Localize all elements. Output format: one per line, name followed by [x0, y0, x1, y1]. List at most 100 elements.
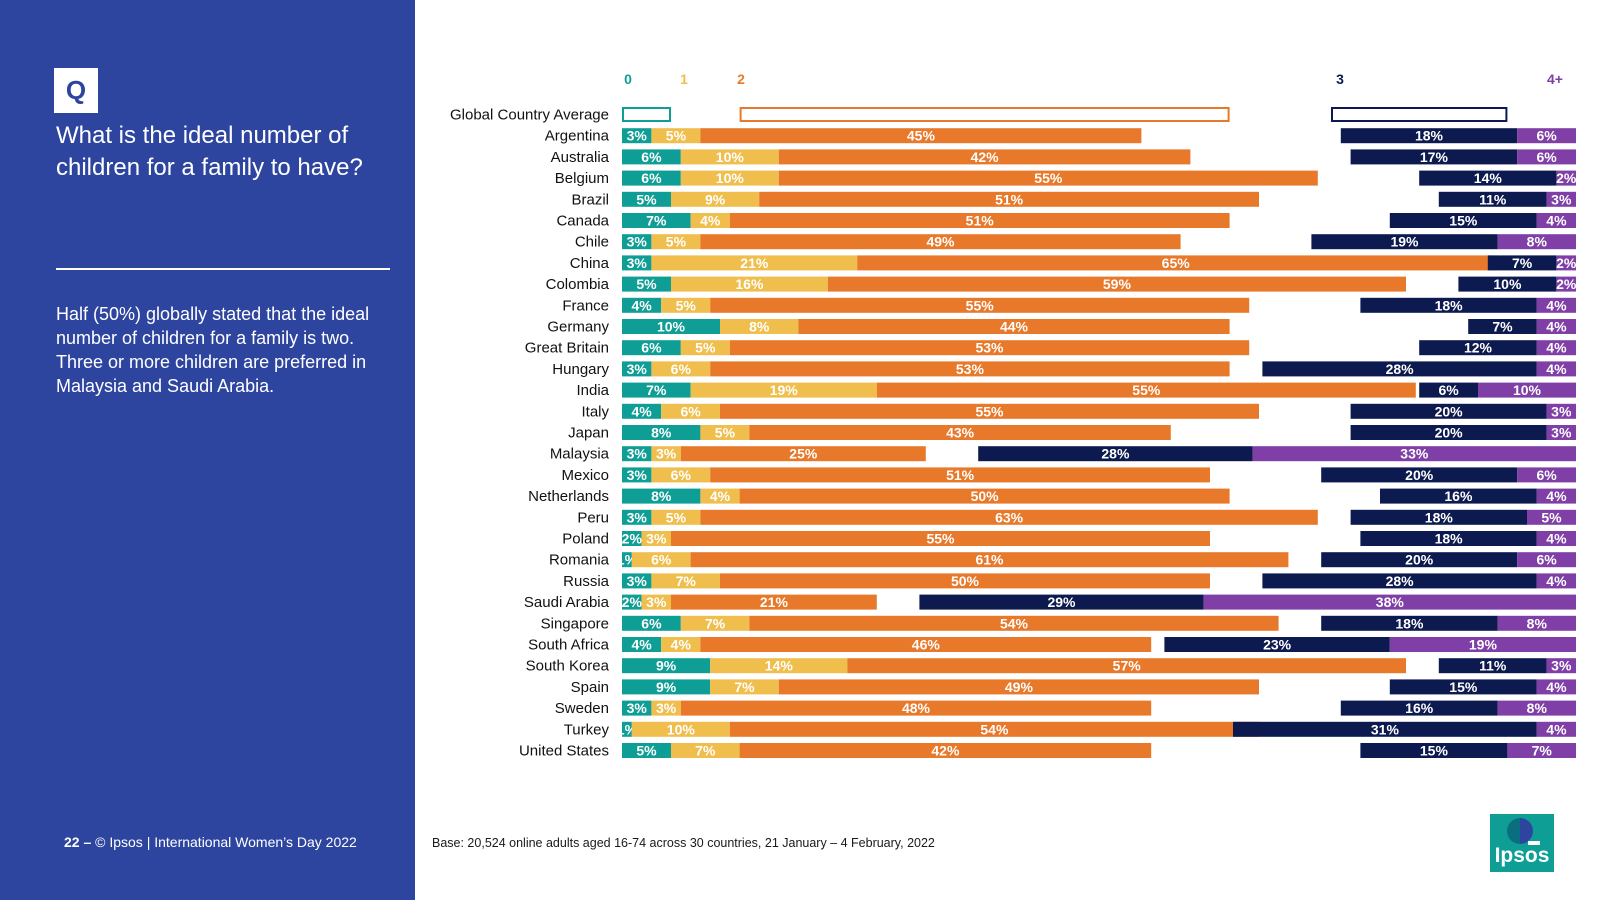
bar-segment: [1536, 319, 1576, 334]
category-label: United States: [519, 743, 609, 760]
data-label: 20%: [1405, 467, 1434, 483]
ipsos-logo: Ipsos: [1490, 814, 1554, 872]
bar-segment: [651, 361, 711, 377]
data-label: 8%: [651, 488, 672, 504]
page-number: 22 –: [64, 834, 92, 850]
category-label: China: [570, 255, 610, 272]
legend-label-0: 0: [624, 71, 632, 87]
data-label: 3%: [627, 700, 648, 716]
data-label: 28%: [1101, 446, 1130, 462]
bar-segment: [622, 531, 642, 546]
bar-segment: [1233, 721, 1537, 737]
data-label: 50%: [951, 573, 980, 589]
bar-segment: [739, 488, 1230, 504]
bar-segment: [622, 679, 711, 695]
legend-label-1: 1: [680, 71, 688, 87]
data-label: 6%: [1536, 149, 1557, 165]
bar-segment: [847, 658, 1406, 674]
category-label: Russia: [563, 573, 610, 590]
bar-segment: [1360, 743, 1508, 758]
data-label: 51%: [946, 467, 975, 483]
legend-label-4: 4+: [1547, 71, 1563, 87]
bar-segment: [1321, 552, 1518, 568]
data-label: 43%: [946, 425, 975, 441]
data-label: 7%: [1532, 107, 1553, 123]
data-label: 57%: [1113, 658, 1142, 674]
legend-label-3: 3: [1336, 71, 1344, 87]
bar-segment: [622, 149, 681, 165]
bar-segment: [700, 509, 1318, 525]
bar-segment: [1380, 488, 1537, 504]
data-label: 49%: [1005, 679, 1034, 695]
bar-segment: [1517, 128, 1576, 144]
bar-segment: [1389, 679, 1537, 695]
bar-segment: [1438, 658, 1547, 674]
data-label: 7%: [646, 213, 667, 229]
data-label: 55%: [926, 531, 955, 547]
data-label: 10%: [716, 170, 745, 186]
bar-segment: [622, 107, 671, 122]
data-label: 16%: [1444, 488, 1473, 504]
bar-segment: [622, 615, 681, 631]
bar-segment: [622, 446, 652, 462]
data-label: 2%: [1556, 255, 1577, 271]
bar-segment: [1350, 403, 1547, 419]
data-label: 11%: [1479, 658, 1507, 674]
bar-segment: [710, 467, 1210, 483]
bar-segment: [622, 700, 652, 716]
bar-segment: [1497, 700, 1576, 716]
bar-segment: [622, 234, 652, 250]
bar-segment: [680, 446, 926, 462]
category-label: South Africa: [528, 637, 610, 654]
data-label: 65%: [1162, 255, 1191, 271]
bar-segment: [622, 637, 662, 652]
category-label: Germany: [547, 319, 609, 336]
bar-segment: [622, 340, 681, 356]
data-label: 5%: [666, 234, 687, 250]
data-label: 55%: [1034, 170, 1063, 186]
bar-segment: [1556, 170, 1576, 186]
bar-segment: [1497, 615, 1576, 631]
data-label: 12%: [1464, 340, 1493, 356]
bar-segment: [641, 594, 671, 610]
bar-segment: [661, 403, 720, 419]
bar-segment: [1546, 191, 1576, 207]
bar-segment: [1340, 700, 1498, 716]
data-label: 8%: [1527, 700, 1548, 716]
bar-segment: [1527, 509, 1576, 525]
category-label: Great Britain: [525, 340, 609, 357]
bar-segment: [919, 594, 1204, 610]
data-label: 6%: [1438, 382, 1459, 398]
bar-segment: [1164, 637, 1390, 652]
bar-segment: [729, 213, 1230, 228]
data-label: 50%: [971, 488, 1000, 504]
data-label: 3%: [627, 128, 648, 144]
data-label: 17%: [1420, 149, 1449, 165]
data-label: 6%: [641, 615, 662, 631]
category-label: Chile: [575, 234, 609, 251]
logo-mark-icon: [1507, 818, 1540, 845]
bar-segment: [1556, 276, 1576, 292]
data-label: 5%: [676, 297, 697, 313]
data-label: 8%: [651, 425, 672, 441]
bar-segment: [876, 382, 1416, 398]
data-label: 6%: [641, 340, 662, 356]
category-label: Global Country Average: [450, 107, 609, 124]
bar-segment: [1536, 488, 1576, 504]
data-label: 21%: [760, 594, 789, 610]
data-label: 3%: [627, 509, 648, 525]
bar-segment: [1478, 382, 1576, 398]
data-label: 10%: [657, 319, 686, 335]
data-label: 7%: [1492, 319, 1513, 335]
data-label: 5%: [636, 107, 657, 123]
data-label: 18%: [1395, 615, 1424, 631]
bar-segment: [1536, 531, 1576, 546]
data-label: 29%: [1047, 594, 1076, 610]
data-label: 4%: [1546, 679, 1567, 695]
bar-segment: [1458, 276, 1557, 292]
bar-segment: [1389, 637, 1576, 652]
data-label: 6%: [651, 552, 672, 568]
data-label: 16%: [1405, 700, 1434, 716]
bar-segment: [739, 743, 1152, 758]
data-label: 44%: [1000, 319, 1029, 335]
